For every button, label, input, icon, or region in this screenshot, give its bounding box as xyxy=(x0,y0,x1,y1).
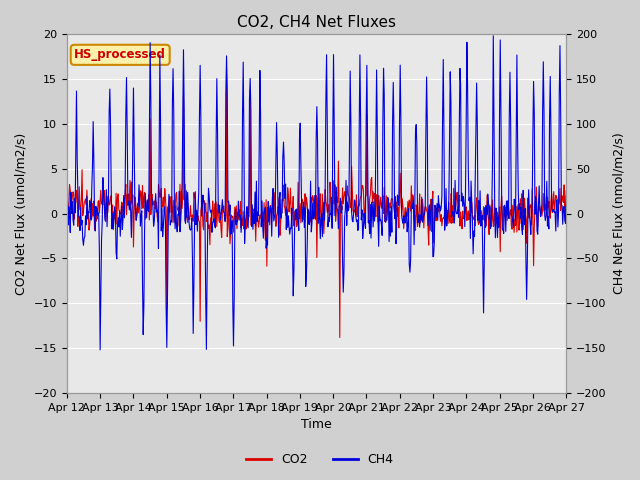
X-axis label: Time: Time xyxy=(301,419,332,432)
Title: CO2, CH4 Net Fluxes: CO2, CH4 Net Fluxes xyxy=(237,15,396,30)
Legend: CO2, CH4: CO2, CH4 xyxy=(241,448,399,471)
Text: HS_processed: HS_processed xyxy=(74,48,166,61)
Y-axis label: CH4 Net Flux (nmol/m2/s): CH4 Net Flux (nmol/m2/s) xyxy=(612,132,625,294)
Y-axis label: CO2 Net Flux (umol/m2/s): CO2 Net Flux (umol/m2/s) xyxy=(15,132,28,295)
